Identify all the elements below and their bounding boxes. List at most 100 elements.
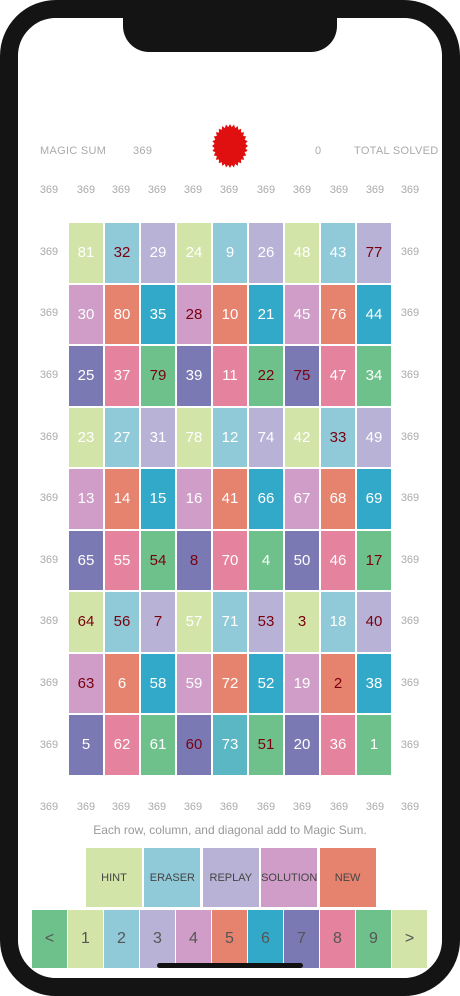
grid-cell[interactable]: 45 <box>285 284 319 344</box>
grid-cell[interactable]: 41 <box>213 469 247 529</box>
grid-cell[interactable]: 69 <box>357 469 391 529</box>
grid-cell[interactable]: 9 <box>213 223 247 283</box>
grid-cell[interactable]: 60 <box>177 715 211 775</box>
replay-button[interactable]: REPLAY <box>202 848 259 907</box>
grid-cell[interactable]: 12 <box>213 407 247 467</box>
grid-cell[interactable]: 72 <box>213 653 247 713</box>
grid-cell[interactable]: 74 <box>249 407 283 467</box>
hint-button[interactable]: HINT <box>86 848 142 907</box>
grid-cell[interactable]: 76 <box>321 284 355 344</box>
grid-cell[interactable]: 32 <box>105 223 139 283</box>
grid-cell[interactable]: 54 <box>141 530 175 590</box>
grid-cell[interactable]: 10 <box>213 284 247 344</box>
grid-cell[interactable]: 48 <box>285 223 319 283</box>
grid-cell[interactable]: 30 <box>69 284 103 344</box>
row-sum-right: 369 <box>400 369 420 381</box>
grid-cell[interactable]: 62 <box>105 715 139 775</box>
grid-cell[interactable]: 56 <box>105 592 139 652</box>
grid-cell[interactable]: 7 <box>141 592 175 652</box>
grid-cell[interactable]: 43 <box>321 223 355 283</box>
grid-cell[interactable]: 15 <box>141 469 175 529</box>
keypad-key-6[interactable]: 6 <box>248 910 283 968</box>
grid-cell[interactable]: 36 <box>321 715 355 775</box>
keypad-key-7[interactable]: 7 <box>284 910 319 968</box>
grid-cell[interactable]: 29 <box>141 223 175 283</box>
grid-cell[interactable]: 28 <box>177 284 211 344</box>
keypad-key-4[interactable]: 4 <box>176 910 211 968</box>
grid-cell[interactable]: 40 <box>357 592 391 652</box>
grid-cell[interactable]: 26 <box>249 223 283 283</box>
grid-cell[interactable]: 77 <box>357 223 391 283</box>
grid-cell[interactable]: 37 <box>105 346 139 406</box>
grid-cell[interactable]: 79 <box>141 346 175 406</box>
grid-cell[interactable]: 21 <box>249 284 283 344</box>
grid-cell[interactable]: 16 <box>177 469 211 529</box>
grid-cell[interactable]: 57 <box>177 592 211 652</box>
grid-cell[interactable]: 66 <box>249 469 283 529</box>
grid-cell[interactable]: 5 <box>69 715 103 775</box>
grid-cell[interactable]: 58 <box>141 653 175 713</box>
grid-cell[interactable]: 33 <box>321 407 355 467</box>
grid-cell[interactable]: 1 <box>357 715 391 775</box>
grid-cell[interactable]: 47 <box>321 346 355 406</box>
grid-cell[interactable]: 27 <box>105 407 139 467</box>
grid-cell[interactable]: 55 <box>105 530 139 590</box>
grid-cell[interactable]: 17 <box>357 530 391 590</box>
new-button[interactable]: NEW <box>319 848 376 907</box>
grid-cell[interactable]: 14 <box>105 469 139 529</box>
grid-cell[interactable]: 8 <box>177 530 211 590</box>
grid-cell[interactable]: 51 <box>249 715 283 775</box>
grid-cell[interactable]: 44 <box>357 284 391 344</box>
keypad-key-8[interactable]: 8 <box>320 910 355 968</box>
grid-cell[interactable]: 70 <box>213 530 247 590</box>
grid-cell[interactable]: 19 <box>285 653 319 713</box>
keypad-key-1[interactable]: 1 <box>68 910 103 968</box>
grid-cell[interactable]: 71 <box>213 592 247 652</box>
grid-cell[interactable]: 63 <box>69 653 103 713</box>
grid-cell[interactable]: 25 <box>69 346 103 406</box>
grid-cell[interactable]: 22 <box>249 346 283 406</box>
grid-cell[interactable]: 65 <box>69 530 103 590</box>
grid-cell[interactable]: 67 <box>285 469 319 529</box>
grid-cell[interactable]: 53 <box>249 592 283 652</box>
grid-cell[interactable]: 73 <box>213 715 247 775</box>
grid-cell[interactable]: 13 <box>69 469 103 529</box>
grid-cell[interactable]: 80 <box>105 284 139 344</box>
grid-cell[interactable]: 68 <box>321 469 355 529</box>
grid-cell[interactable]: 46 <box>321 530 355 590</box>
solution-button[interactable]: SOLUTION <box>261 848 317 907</box>
keypad-key-5[interactable]: 5 <box>212 910 247 968</box>
grid-cell[interactable]: 11 <box>213 346 247 406</box>
grid-cell[interactable]: 78 <box>177 407 211 467</box>
grid-cell[interactable]: 35 <box>141 284 175 344</box>
column-sum-bottom: 369 <box>183 801 203 813</box>
seal-icon <box>212 124 248 168</box>
keypad-key-2[interactable]: 2 <box>104 910 139 968</box>
grid-cell[interactable]: 38 <box>357 653 391 713</box>
eraser-button[interactable]: ERASER <box>144 848 201 907</box>
keypad-key-9[interactable]: 9 <box>356 910 391 968</box>
grid-cell[interactable]: 39 <box>177 346 211 406</box>
grid-cell[interactable]: 6 <box>105 653 139 713</box>
grid-cell[interactable]: 81 <box>69 223 103 283</box>
keypad-prev-button[interactable]: < <box>32 910 67 968</box>
grid-cell[interactable]: 31 <box>141 407 175 467</box>
grid-cell[interactable]: 64 <box>69 592 103 652</box>
grid-cell[interactable]: 24 <box>177 223 211 283</box>
grid-cell[interactable]: 42 <box>285 407 319 467</box>
grid-cell[interactable]: 50 <box>285 530 319 590</box>
keypad-key-3[interactable]: 3 <box>140 910 175 968</box>
grid-cell[interactable]: 3 <box>285 592 319 652</box>
grid-cell[interactable]: 4 <box>249 530 283 590</box>
grid-cell[interactable]: 59 <box>177 653 211 713</box>
grid-cell[interactable]: 20 <box>285 715 319 775</box>
grid-cell[interactable]: 61 <box>141 715 175 775</box>
grid-cell[interactable]: 34 <box>357 346 391 406</box>
grid-cell[interactable]: 18 <box>321 592 355 652</box>
grid-cell[interactable]: 49 <box>357 407 391 467</box>
grid-cell[interactable]: 75 <box>285 346 319 406</box>
keypad-next-button[interactable]: > <box>392 910 427 968</box>
grid-cell[interactable]: 2 <box>321 653 355 713</box>
grid-cell[interactable]: 23 <box>69 407 103 467</box>
grid-cell[interactable]: 52 <box>249 653 283 713</box>
